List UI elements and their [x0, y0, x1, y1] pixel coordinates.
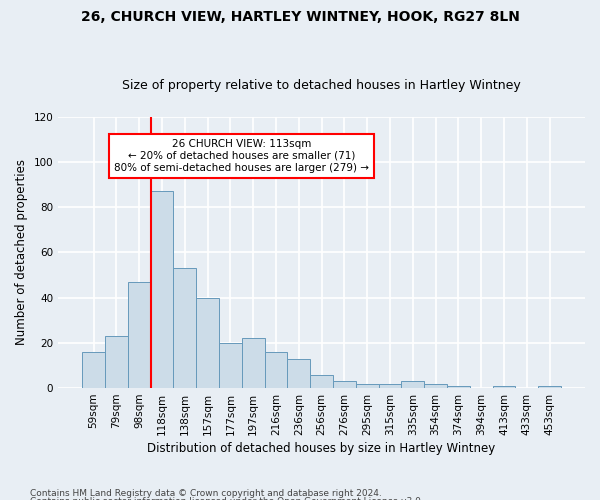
Bar: [447, 386, 470, 388]
Bar: [196, 298, 219, 388]
Title: Size of property relative to detached houses in Hartley Wintney: Size of property relative to detached ho…: [122, 79, 521, 92]
Bar: [310, 374, 333, 388]
Bar: [287, 358, 310, 388]
Bar: [401, 382, 424, 388]
Bar: [493, 386, 515, 388]
Bar: [333, 382, 356, 388]
Bar: [538, 386, 561, 388]
Bar: [128, 282, 151, 388]
Bar: [151, 192, 173, 388]
Text: Contains public sector information licensed under the Open Government Licence v3: Contains public sector information licen…: [30, 497, 424, 500]
Text: 26 CHURCH VIEW: 113sqm
← 20% of detached houses are smaller (71)
80% of semi-det: 26 CHURCH VIEW: 113sqm ← 20% of detached…: [114, 140, 369, 172]
Bar: [173, 268, 196, 388]
Y-axis label: Number of detached properties: Number of detached properties: [15, 160, 28, 346]
X-axis label: Distribution of detached houses by size in Hartley Wintney: Distribution of detached houses by size …: [148, 442, 496, 455]
Bar: [265, 352, 287, 388]
Bar: [82, 352, 105, 388]
Bar: [219, 343, 242, 388]
Text: 26, CHURCH VIEW, HARTLEY WINTNEY, HOOK, RG27 8LN: 26, CHURCH VIEW, HARTLEY WINTNEY, HOOK, …: [80, 10, 520, 24]
Bar: [105, 336, 128, 388]
Bar: [379, 384, 401, 388]
Bar: [356, 384, 379, 388]
Bar: [424, 384, 447, 388]
Text: Contains HM Land Registry data © Crown copyright and database right 2024.: Contains HM Land Registry data © Crown c…: [30, 488, 382, 498]
Bar: [242, 338, 265, 388]
